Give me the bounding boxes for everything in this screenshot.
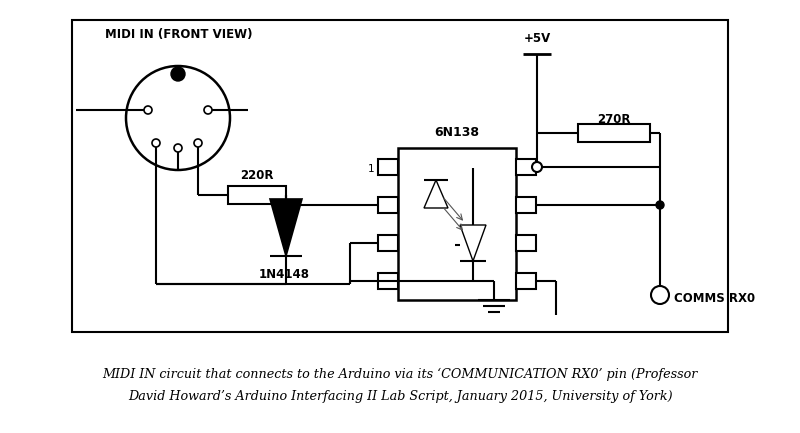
Bar: [228, 186, 286, 204]
Polygon shape: [270, 199, 302, 256]
Circle shape: [194, 139, 202, 147]
Text: 1: 1: [367, 164, 374, 174]
Text: David Howard’s Arduino Interfacing II Lab Script, January 2015, University of Yo: David Howard’s Arduino Interfacing II La…: [128, 390, 672, 403]
Text: +5V: +5V: [523, 32, 550, 45]
Bar: [378, 273, 398, 289]
Circle shape: [171, 67, 185, 81]
Text: 1N4148: 1N4148: [258, 268, 310, 281]
Bar: [516, 159, 536, 175]
Bar: [516, 197, 536, 213]
Circle shape: [152, 139, 160, 147]
Bar: [398, 148, 516, 300]
Circle shape: [204, 106, 212, 114]
Text: COMMS RX0: COMMS RX0: [674, 291, 755, 304]
Circle shape: [651, 286, 669, 304]
Bar: [378, 159, 398, 175]
Circle shape: [174, 144, 182, 152]
Circle shape: [144, 106, 152, 114]
Bar: [378, 197, 398, 213]
Bar: [516, 235, 536, 251]
Text: MIDI IN (FRONT VIEW): MIDI IN (FRONT VIEW): [105, 28, 253, 41]
Circle shape: [656, 201, 664, 209]
Bar: [378, 235, 398, 251]
Text: 6N138: 6N138: [434, 126, 479, 139]
Bar: [516, 273, 536, 289]
Text: 220R: 220R: [240, 169, 274, 182]
Circle shape: [532, 162, 542, 172]
Bar: [578, 124, 650, 142]
Bar: [72, 20, 728, 332]
Circle shape: [533, 163, 541, 171]
Circle shape: [126, 66, 230, 170]
Text: 270R: 270R: [598, 113, 630, 126]
Text: MIDI IN circuit that connects to the Arduino via its ‘COMMUNICATION RX0’ pin (Pr: MIDI IN circuit that connects to the Ard…: [102, 368, 698, 381]
